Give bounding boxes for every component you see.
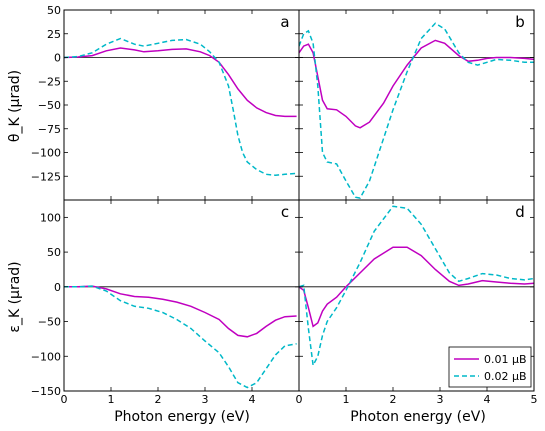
series-line-b-001: [299, 39, 534, 129]
y-tick-label: 50: [47, 246, 61, 259]
x-tick-label: 4: [484, 393, 491, 406]
y-tick-label: 0: [54, 52, 61, 65]
legend-label: 0.02 μB: [484, 370, 527, 383]
ylabel-epsilon: ε_K (μrad): [7, 261, 23, 332]
plot-frame: [298, 9, 535, 201]
y-tick-label: 0: [54, 281, 61, 294]
series-line-d-001: [299, 246, 534, 328]
x-tick-label: 0: [296, 393, 303, 406]
y-tick-label: −125: [31, 170, 61, 183]
y-tick-label: −100: [31, 147, 61, 160]
y-tick-label: −50: [38, 99, 61, 112]
plot-frame: [298, 199, 535, 392]
panel-c: 0 1 2 3 4 100 50 0 −50 −100 −150 c: [31, 199, 300, 406]
legend-label: 0.01 μB: [484, 353, 527, 366]
x-tick-label: 4: [249, 393, 256, 406]
panel-a: 50 25 0 −25 −50 −75 −100 −125 a: [31, 4, 300, 201]
y-tick-label: 25: [47, 28, 61, 41]
series-line-a-002: [64, 37, 297, 177]
panel-label-b: b: [515, 13, 525, 31]
plot-frame: [63, 9, 300, 201]
panel-d: 0 1 2 3 4 5 d: [296, 199, 538, 406]
x-tick-label: 1: [108, 393, 115, 406]
series-line-c-002: [64, 285, 297, 389]
y-tick-label: 100: [40, 211, 61, 224]
series-line-b-002: [299, 22, 534, 199]
y-tick-label: −50: [38, 316, 61, 329]
x-tick-label: 2: [390, 393, 397, 406]
y-tick-label: −100: [31, 350, 61, 363]
legend: 0.01 μB 0.02 μB: [448, 346, 532, 388]
xlabel-left: Photon energy (eV): [114, 409, 250, 425]
plot-frame: [63, 199, 300, 392]
y-tick-label: 50: [47, 4, 61, 17]
panel-label-d: d: [515, 203, 525, 221]
series-line-a-001: [64, 47, 297, 118]
ylabel-theta: θ_K (μrad): [7, 70, 23, 142]
series-line-c-001: [64, 285, 297, 338]
y-tick-label: −75: [38, 123, 61, 136]
panel-b: b: [298, 9, 535, 201]
x-tick-label: 1: [343, 393, 350, 406]
xlabel-right: Photon energy (eV): [350, 409, 486, 425]
x-tick-label: 3: [437, 393, 444, 406]
x-tick-label: 0: [61, 393, 68, 406]
y-tick-label: −150: [31, 385, 61, 398]
panel-label-a: a: [280, 13, 289, 31]
series-line-d-002: [299, 205, 534, 368]
x-tick-label: 3: [202, 393, 209, 406]
x-tick-label: 5: [531, 393, 538, 406]
panel-label-c: c: [281, 203, 289, 221]
y-tick-label: −25: [38, 75, 61, 88]
legend-box: [448, 346, 532, 388]
x-tick-label: 2: [155, 393, 162, 406]
